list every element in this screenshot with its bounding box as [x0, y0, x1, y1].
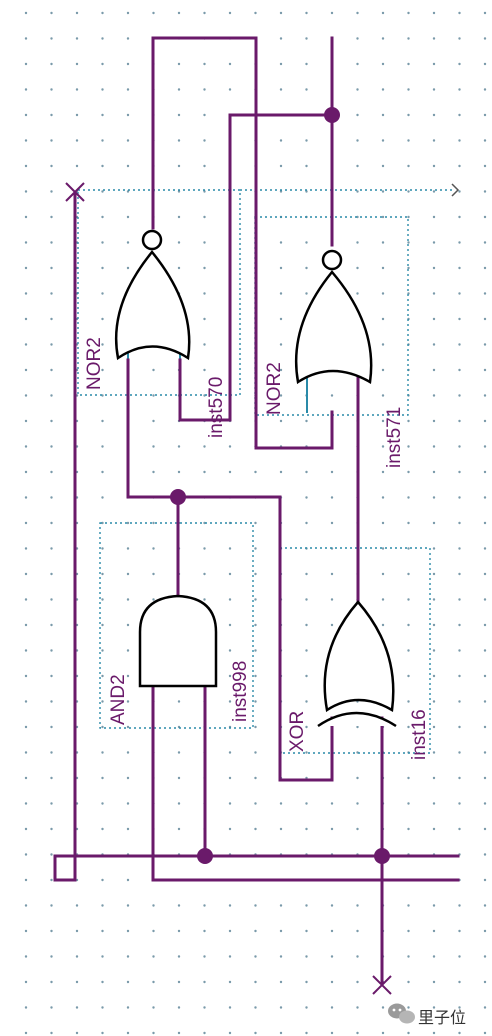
wechat-icon [388, 1003, 415, 1024]
junction-dots [170, 107, 390, 864]
and-gate-inst998 [138, 594, 218, 688]
wire-lower-left-input [151, 681, 460, 882]
gate-type-label-nor570: NOR2 [84, 337, 105, 390]
x-marker-bottom [372, 975, 392, 995]
inst570-box [77, 189, 241, 396]
gate-instance-label-inst998: inst998 [230, 661, 251, 722]
gate-type-label-nor571: NOR2 [264, 362, 285, 415]
gate-instance-label-inst16: inst16 [409, 709, 430, 760]
nor-gate-inst571 [294, 249, 373, 385]
gate-type-label-and998: AND2 [108, 674, 129, 725]
gate-instance-label-inst570: inst570 [206, 377, 227, 438]
gate-instance-label-inst571: inst571 [384, 407, 405, 468]
wire-inst570-output [151, 36, 334, 450]
junction-middle [170, 489, 186, 505]
watermark-text: 里子位 [418, 1009, 466, 1027]
junction-bottom-left [197, 848, 213, 864]
wires [53, 36, 460, 987]
xor-gate-inst16 [317, 600, 397, 728]
wire-cross-feedback [178, 113, 334, 422]
junction-bottom-right [374, 848, 390, 864]
inst16-box [279, 547, 431, 754]
wire-nor570-to-junction [126, 358, 334, 782]
nor-gate-inst570 [114, 229, 191, 361]
edge-arrow [451, 183, 460, 197]
gate-type-label-xor16: XOR [287, 711, 308, 752]
junction-top [324, 107, 340, 123]
x-marker-top-left [65, 182, 85, 202]
